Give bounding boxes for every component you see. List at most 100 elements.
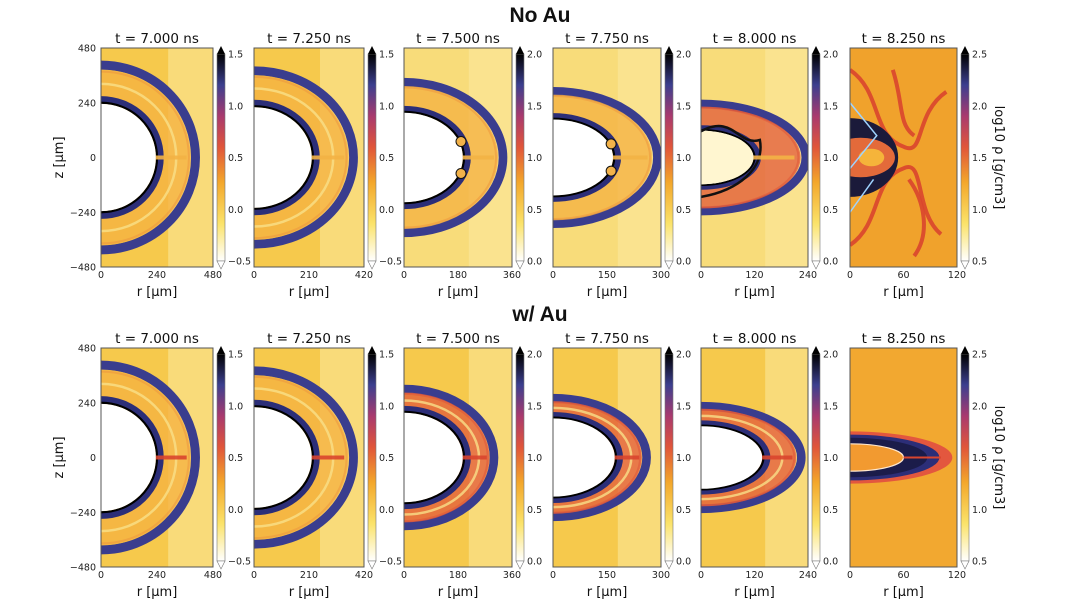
x-tick-label: 420 bbox=[355, 570, 373, 581]
colorbar-label: log10 ρ [g/cm3] bbox=[991, 406, 1006, 510]
colorbar-tick-label: 1.0 bbox=[379, 401, 394, 412]
density-map bbox=[701, 48, 808, 267]
colorbar-extend-max bbox=[516, 346, 524, 354]
colorbar-tick-label: 0.5 bbox=[676, 205, 691, 216]
colorbar-tick-label: 0.5 bbox=[228, 453, 243, 464]
y-tick-label: −480 bbox=[70, 263, 96, 274]
x-tick-label: 0 bbox=[698, 270, 704, 281]
panel-frame bbox=[403, 347, 513, 568]
y-tick-label: 0 bbox=[90, 453, 96, 464]
colorbar-gradient bbox=[367, 353, 377, 562]
panel: t = 7.000 ns 0 240 480 r [μm] 480 240 0 −240 −480… bbox=[52, 31, 251, 300]
x-tick-label: 120 bbox=[948, 270, 966, 281]
x-tick-label: 0 bbox=[847, 570, 853, 581]
colorbar-extend-min bbox=[216, 260, 226, 270]
colorbar-tick-label: 1.5 bbox=[379, 350, 394, 361]
colorbar-gradient bbox=[216, 53, 226, 262]
panel-frame bbox=[253, 47, 365, 268]
panel-time-label: t = 7.250 ns bbox=[267, 331, 351, 347]
x-tick-label: 420 bbox=[355, 270, 373, 281]
panel-time-label: t = 7.000 ns bbox=[115, 331, 199, 347]
x-tick-label: 150 bbox=[598, 270, 616, 281]
y-tick-label: −240 bbox=[70, 208, 96, 219]
colorbar: 2.5 2.0 1.5 1.0 0.5 log10 ρ [g/cm3] bbox=[960, 46, 1006, 270]
colorbar-gradient bbox=[811, 353, 821, 562]
x-tick-label: 0 bbox=[847, 270, 853, 281]
colorbar-tick-label: 0.5 bbox=[676, 505, 691, 516]
colorbar-extend-min bbox=[664, 260, 674, 270]
colorbar: 2.0 1.5 1.0 0.5 0.0 bbox=[811, 46, 838, 270]
x-tick-label: 0 bbox=[550, 570, 556, 581]
y-tick-label: −240 bbox=[70, 508, 96, 519]
colorbar-tick-label: 1.5 bbox=[228, 50, 243, 61]
colorbar-tick-label: 2.0 bbox=[527, 50, 542, 61]
y-axis-label: z [μm] bbox=[52, 436, 67, 478]
y-tick-label: 240 bbox=[78, 98, 96, 109]
colorbar-tick-label: 1.5 bbox=[379, 50, 394, 61]
colorbar-tick-label: 1.5 bbox=[527, 401, 542, 412]
colorbar: 1.5 1.0 0.5 0.0 −0.5 bbox=[216, 346, 251, 570]
x-tick-label: 360 bbox=[503, 270, 521, 281]
colorbar-tick-label: −0.5 bbox=[379, 257, 402, 268]
colorbar-gradient bbox=[664, 53, 674, 262]
colorbar-tick-label: 1.5 bbox=[676, 401, 691, 412]
x-tick-label: 0 bbox=[401, 570, 407, 581]
x-tick-label: 0 bbox=[98, 570, 104, 581]
x-axis-label: r [μm] bbox=[289, 585, 330, 600]
colorbar: 1.5 1.0 0.5 0.0 −0.5 bbox=[367, 46, 402, 270]
colorbar-tick-label: 0.0 bbox=[823, 557, 838, 568]
colorbar-tick-label: 0.5 bbox=[972, 557, 987, 568]
colorbar-gradient bbox=[216, 353, 226, 562]
colorbar-tick-label: 1.5 bbox=[972, 453, 987, 464]
panel: t = 8.250 ns 0 60 120 r [μm] 2.5 2.0 1.5 1.0 0.5 l… bbox=[847, 331, 1006, 600]
colorbar-tick-label: 1.0 bbox=[527, 453, 542, 464]
colorbar: 2.5 2.0 1.5 1.0 0.5 log10 ρ [g/cm3] bbox=[960, 346, 1006, 570]
x-tick-label: 480 bbox=[204, 570, 222, 581]
colorbar-tick-label: 2.0 bbox=[823, 50, 838, 61]
colorbar-tick-label: 0.0 bbox=[527, 557, 542, 568]
x-axis-label: r [μm] bbox=[438, 285, 479, 300]
density-map bbox=[101, 348, 213, 567]
colorbar-tick-label: 1.5 bbox=[823, 401, 838, 412]
colorbar-tick-label: 2.0 bbox=[972, 101, 987, 112]
panel-frame bbox=[100, 347, 214, 568]
x-tick-label: 0 bbox=[401, 270, 407, 281]
colorbar-tick-label: 1.5 bbox=[676, 101, 691, 112]
colorbar: 1.5 1.0 0.5 0.0 −0.5 bbox=[216, 46, 251, 270]
density-map bbox=[404, 48, 512, 267]
panel-time-label: t = 8.000 ns bbox=[713, 31, 797, 47]
colorbar-gradient bbox=[811, 53, 821, 262]
colorbar-tick-label: 1.0 bbox=[527, 153, 542, 164]
colorbar-tick-label: 1.0 bbox=[972, 505, 987, 516]
colorbar-tick-label: 0.5 bbox=[379, 153, 394, 164]
colorbar-tick-label: 0.5 bbox=[972, 257, 987, 268]
colorbar-tick-label: 0.0 bbox=[676, 557, 691, 568]
colorbar-tick-label: 0.0 bbox=[379, 205, 394, 216]
panel-frame bbox=[253, 347, 365, 568]
x-tick-label: 300 bbox=[652, 270, 670, 281]
colorbar-tick-label: 1.0 bbox=[379, 101, 394, 112]
panel-frame bbox=[849, 347, 958, 568]
density-map bbox=[850, 48, 957, 267]
x-tick-label: 210 bbox=[300, 270, 318, 281]
row-with-au: t = 7.000 ns 0 240 480 r [μm] 480 240 0 −240 −480… bbox=[52, 331, 1006, 600]
colorbar-tick-label: 1.0 bbox=[676, 153, 691, 164]
panel-time-label: t = 7.500 ns bbox=[416, 331, 500, 347]
x-tick-label: 300 bbox=[652, 570, 670, 581]
colorbar-tick-label: 2.0 bbox=[972, 401, 987, 412]
colorbar-tick-label: 0.0 bbox=[527, 257, 542, 268]
colorbar-extend-min bbox=[960, 260, 970, 270]
x-axis-label: r [μm] bbox=[883, 585, 924, 600]
colorbar: 2.0 1.5 1.0 0.5 0.0 bbox=[664, 346, 691, 570]
x-axis-label: r [μm] bbox=[438, 585, 479, 600]
y-axis-label: z [μm] bbox=[52, 136, 67, 178]
colorbar: 2.0 1.5 1.0 0.5 0.0 bbox=[515, 346, 542, 570]
colorbar-tick-label: −0.5 bbox=[228, 257, 251, 268]
panel-frame bbox=[700, 47, 809, 268]
x-tick-label: 0 bbox=[251, 270, 257, 281]
colorbar-extend-max bbox=[812, 346, 820, 354]
panel-frame bbox=[700, 347, 809, 568]
x-tick-label: 360 bbox=[503, 570, 521, 581]
panel-time-label: t = 8.250 ns bbox=[862, 31, 946, 47]
